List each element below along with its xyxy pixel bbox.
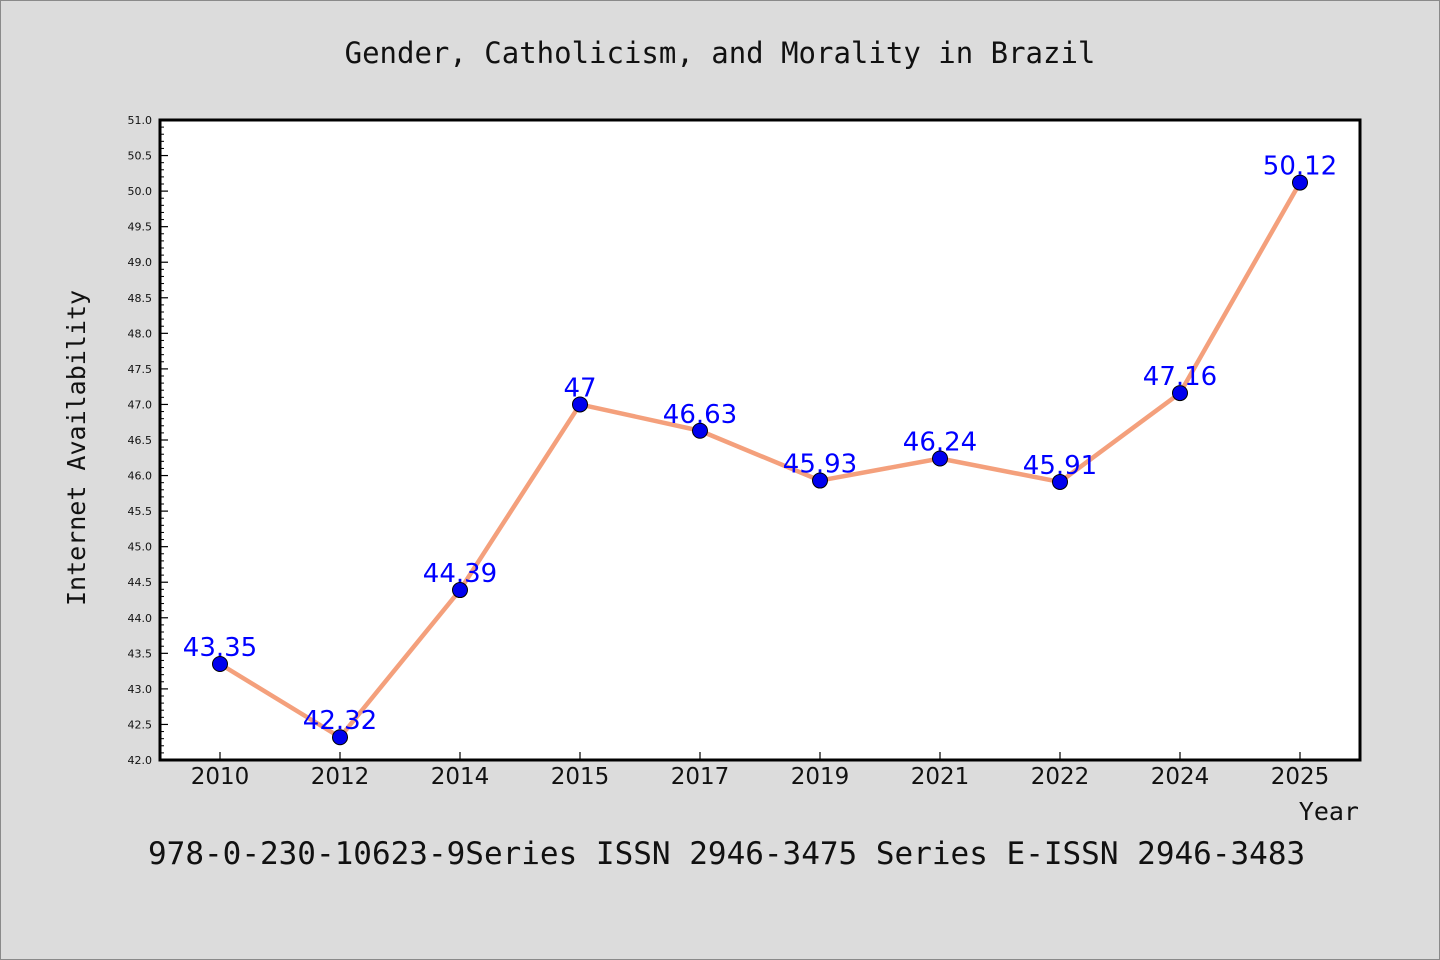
- data-label: 43.35: [183, 633, 257, 663]
- data-label: 42.32: [303, 706, 377, 736]
- y-tick-label: 48.5: [128, 292, 153, 305]
- y-tick-label: 43.5: [128, 647, 153, 660]
- data-point: [932, 450, 948, 467]
- data-point: [692, 422, 708, 439]
- x-tick-label: 2024: [1151, 764, 1210, 790]
- x-tick-label: 2017: [671, 764, 730, 790]
- data-point: [1052, 473, 1068, 490]
- y-tick-label: 49.5: [128, 221, 153, 234]
- chart-title: Gender, Catholicism, and Morality in Bra…: [345, 36, 1096, 70]
- y-tick-label: 50.0: [128, 185, 153, 198]
- x-tick-label: 2019: [791, 764, 850, 790]
- y-tick-label: 45.5: [128, 505, 153, 518]
- y-axis-ticks: 42.0 42.5 43.0 43.5 44.0 44.5 45.0 45.5 46.0 46.5…: [128, 114, 168, 767]
- data-label: 45.91: [1023, 451, 1097, 481]
- x-tick-label: 2022: [1031, 764, 1090, 790]
- y-tick-label: 47.0: [128, 398, 153, 411]
- y-tick-label: 50.5: [128, 150, 153, 163]
- y-tick-label: 48.0: [128, 327, 153, 340]
- y-tick-label: 49.0: [128, 256, 153, 269]
- data-label: 47: [563, 373, 596, 403]
- y-tick-label: 51.0: [128, 114, 153, 127]
- data-point: [212, 656, 228, 672]
- series-layer: 43.35 42.32 44.39 47 46.63 45.93 46.24 45.91 47.…: [183, 152, 1337, 746]
- plot-area: [160, 120, 1360, 760]
- y-tick-label: 47.5: [128, 363, 153, 376]
- x-tick-label: 2010: [191, 764, 250, 790]
- data-point: [452, 582, 468, 599]
- data-label: 46.24: [903, 427, 977, 457]
- y-tick-label: 44.0: [128, 612, 153, 625]
- x-tick-label: 2015: [551, 764, 610, 790]
- data-label: 47.16: [1143, 362, 1217, 392]
- x-axis-ticks: 2010 2012 2014 2015 2017 2019 2021 2022 2024 2025: [191, 752, 1330, 790]
- series-line: [217, 180, 1303, 740]
- y-tick-label: 44.5: [128, 576, 153, 589]
- x-tick-label: 2014: [431, 764, 490, 790]
- data-point: [1292, 174, 1308, 191]
- data-point: [1172, 385, 1188, 402]
- data-label: 45.93: [783, 450, 857, 480]
- y-tick-label: 45.0: [128, 541, 153, 554]
- data-label: 44.39: [423, 559, 497, 589]
- y-tick-label: 43.0: [128, 683, 153, 696]
- y-tick-label: 42.0: [128, 754, 153, 767]
- y-axis-label: Internet Availability: [62, 290, 91, 606]
- y-tick-label: 46.5: [128, 434, 153, 447]
- x-tick-label: 2025: [1271, 764, 1330, 790]
- data-point: [572, 396, 588, 413]
- plot-frame: [158, 118, 1362, 762]
- data-point: [332, 729, 348, 746]
- x-tick-label: 2012: [311, 764, 370, 790]
- y-tick-label: 42.5: [128, 718, 153, 731]
- y-tick-label: 46.0: [128, 470, 153, 483]
- x-axis-label: Year: [1299, 797, 1359, 826]
- isbn-footer: 978-0-230-10623-9Series ISSN 2946-3475 S…: [148, 836, 1305, 872]
- x-tick-label: 2021: [911, 764, 970, 790]
- data-label: 50.12: [1263, 152, 1337, 182]
- data-label: 46.63: [663, 400, 737, 430]
- data-point: [812, 472, 828, 489]
